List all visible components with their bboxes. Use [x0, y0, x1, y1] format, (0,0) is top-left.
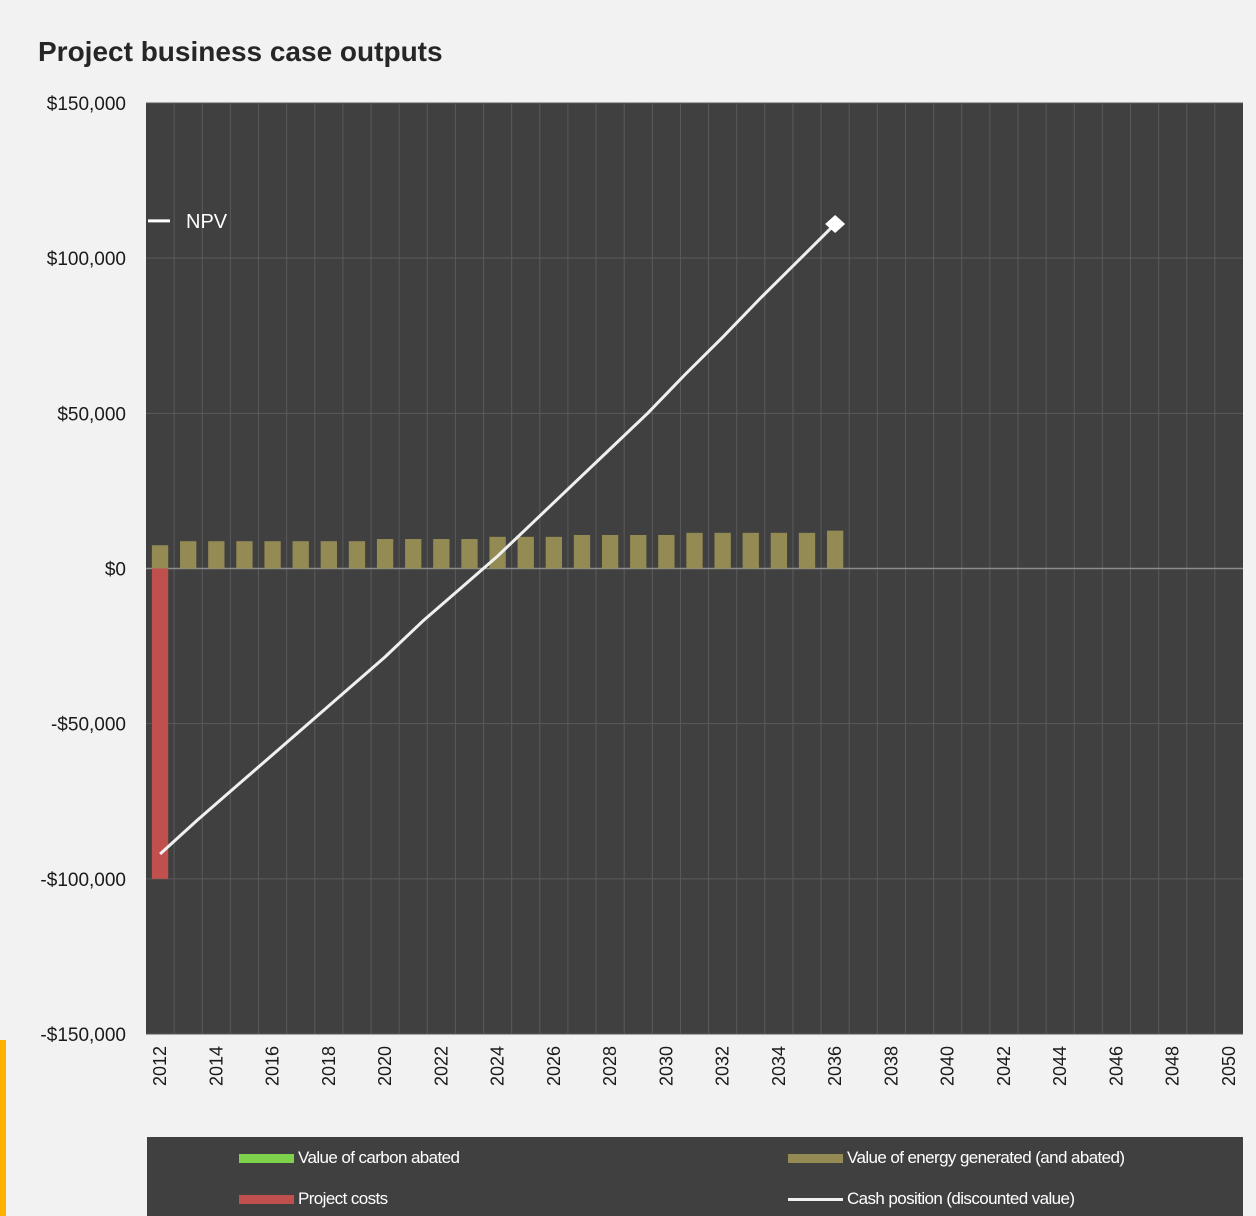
x-tick-label: 2048: [1163, 1046, 1183, 1086]
legend-swatch-costs: [239, 1194, 294, 1204]
legend-item-energy: Value of energy generated (and abated): [788, 1148, 1125, 1168]
bar-energy: [180, 541, 197, 569]
legend-label-cash: Cash position (discounted value): [847, 1189, 1075, 1208]
x-tick-label: 2024: [488, 1046, 508, 1086]
bar-energy: [320, 541, 337, 569]
bar-energy: [658, 534, 675, 569]
y-tick-label: $50,000: [57, 404, 126, 425]
x-tick-label: 2038: [881, 1046, 901, 1086]
bar-energy: [405, 539, 422, 569]
bar-energy: [770, 532, 788, 569]
bar-energy: [264, 541, 281, 569]
legend-label-costs: Project costs: [298, 1189, 388, 1208]
x-tick-label: 2044: [1050, 1046, 1070, 1086]
bar-energy: [742, 532, 759, 569]
x-tick-label: 2014: [206, 1046, 226, 1086]
x-tick-label: 2018: [319, 1046, 339, 1086]
bar-energy: [151, 545, 169, 569]
chart-title: Project business case outputs: [38, 36, 443, 67]
legend-swatch-energy: [788, 1153, 843, 1163]
x-tick-label: 2040: [938, 1046, 958, 1086]
legend-label-energy: Value of energy generated (and abated): [847, 1148, 1125, 1167]
x-tick-label: 2016: [263, 1046, 283, 1086]
legend-item-cash: Cash position (discounted value): [788, 1189, 1075, 1209]
x-tick-label: 2034: [769, 1046, 789, 1086]
x-tick-label: 2030: [656, 1046, 676, 1086]
chart-svg: $150,000 $100,000 $50,000 $0 -$50,000 -$100,0…: [40, 94, 1243, 1086]
accent-bar: [0, 1040, 6, 1216]
x-tick-label: 2050: [1219, 1046, 1239, 1086]
bar-energy: [433, 539, 450, 569]
legend-swatch-carbon: [239, 1153, 294, 1163]
bar-energy: [461, 539, 478, 569]
bar-energy: [236, 541, 253, 569]
x-tick-label: 2032: [713, 1046, 733, 1086]
legend-label-carbon: Value of carbon abated: [298, 1148, 460, 1167]
y-tick-label: $100,000: [47, 249, 126, 270]
x-tick-label: 2012: [150, 1046, 170, 1086]
bar-energy: [376, 539, 394, 569]
bar-energy: [714, 532, 731, 569]
bar-energy: [826, 530, 844, 569]
y-tick-label: -$50,000: [51, 715, 126, 736]
legend-item-carbon: Value of carbon abated: [239, 1148, 460, 1168]
bar-energy: [601, 534, 619, 569]
npv-label: NPV: [186, 211, 228, 233]
x-tick-label: 2022: [431, 1046, 451, 1086]
x-tick-label: 2026: [544, 1046, 564, 1086]
bar-energy: [348, 541, 366, 569]
bar-energy: [798, 532, 816, 569]
bar-energy: [630, 534, 647, 569]
bar-project-cost: [151, 568, 169, 879]
x-tick-label: 2036: [825, 1046, 845, 1086]
x-tick-label: 2028: [600, 1046, 620, 1086]
x-tick-label: 2042: [994, 1046, 1014, 1086]
bar-energy: [686, 532, 703, 569]
y-tick-label: $0: [105, 560, 126, 581]
npv-marker: [825, 215, 846, 234]
x-tick-label: 2046: [1106, 1046, 1126, 1086]
y-tick-label: $150,000: [47, 94, 126, 115]
line-cash-position: [159, 222, 837, 856]
bar-energy: [292, 541, 309, 569]
legend: Value of carbon abated Value of energy g…: [147, 1137, 1243, 1216]
bar-energy: [545, 536, 563, 569]
y-tick-label: -$150,000: [40, 1025, 126, 1046]
y-tick-label: -$100,000: [40, 870, 126, 891]
bar-energy: [573, 534, 591, 569]
x-tick-label: 2020: [375, 1046, 395, 1086]
legend-item-costs: Project costs: [239, 1189, 388, 1209]
bar-energy: [517, 536, 534, 569]
bar-energy: [208, 541, 225, 569]
legend-swatch-cash: [788, 1197, 843, 1201]
